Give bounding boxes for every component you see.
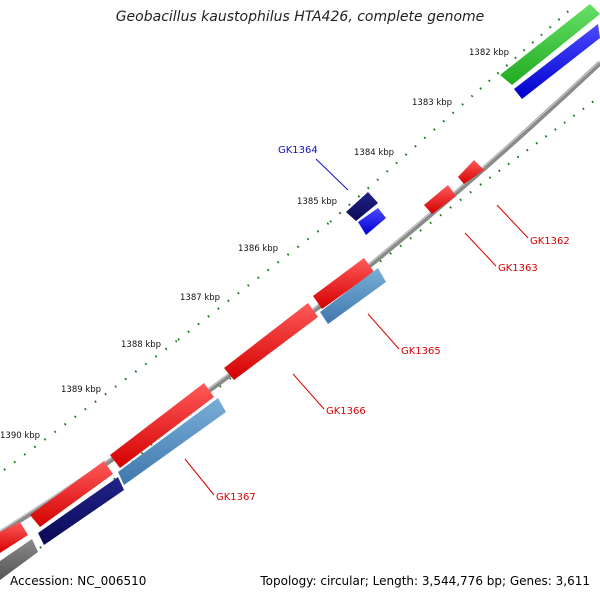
gene-arrow-gk1365 [313,258,374,309]
gene-arrow-gk1362 [458,160,484,184]
gene-arrow-gk1368 [30,461,113,527]
gene-arrow-gk1365-rna [320,268,386,324]
gene-label-gk1367: GK1367 [216,492,256,503]
tick-label: 1384 kbp [354,148,394,158]
gene-label-gk1365: GK1365 [401,346,441,357]
tick-label: 1386 kbp [238,244,278,254]
gene-arrow-gk1367 [110,383,214,468]
tick-label: 1390 kbp [0,431,40,441]
gene-arrow-blue [514,24,600,99]
tick-label: 1383 kbp [412,98,452,108]
scale-ticks-outer [3,7,573,471]
gene-arrow-gk1367-rna [38,477,124,545]
gene-arrow-gk1363 [424,185,456,214]
gene-arrow-gk1366-rna [118,398,226,485]
gene-label-gk1362: GK1362 [530,236,570,247]
reverse-strand-genes [0,24,600,580]
gene-label-gk1366: GK1366 [326,406,366,417]
scale-tick-labels: 1382 kbp 1383 kbp 1384 kbp 1385 kbp 1386… [0,48,509,441]
genome-backbone-highlight [0,60,600,532]
forward-strand-genes [0,4,600,553]
gene-arrow-green [500,4,600,85]
gene-label-gk1363: GK1363 [498,263,538,274]
gene-labels: GK1362 GK1363 GK1364 GK1365 GK1366 GK136… [216,145,570,503]
tick-label: 1382 kbp [469,48,509,58]
gene-arrow-edge-gray [0,539,38,580]
gene-label-gk1364: GK1364 [278,145,318,156]
tick-label: 1385 kbp [297,197,337,207]
gene-arrow-gk1364-gene [358,208,386,235]
label-leader-lines [184,158,529,496]
gene-arrow-gk1364-cds [346,192,378,221]
tick-label: 1388 kbp [121,340,161,350]
gene-arrow-gk1366 [224,303,318,380]
scale-ticks-inner [39,97,599,549]
tick-label: 1389 kbp [61,385,101,395]
genome-summary-text: Topology: circular; Length: 3,544,776 bp… [260,574,590,588]
accession-text: Accession: NC_006510 [10,574,147,588]
genome-backbone [0,61,600,536]
gene-arrow-edge-red [0,522,28,553]
map-title: Geobacillus kaustophilus HTA426, complet… [115,9,485,25]
tick-label: 1387 kbp [180,293,220,303]
